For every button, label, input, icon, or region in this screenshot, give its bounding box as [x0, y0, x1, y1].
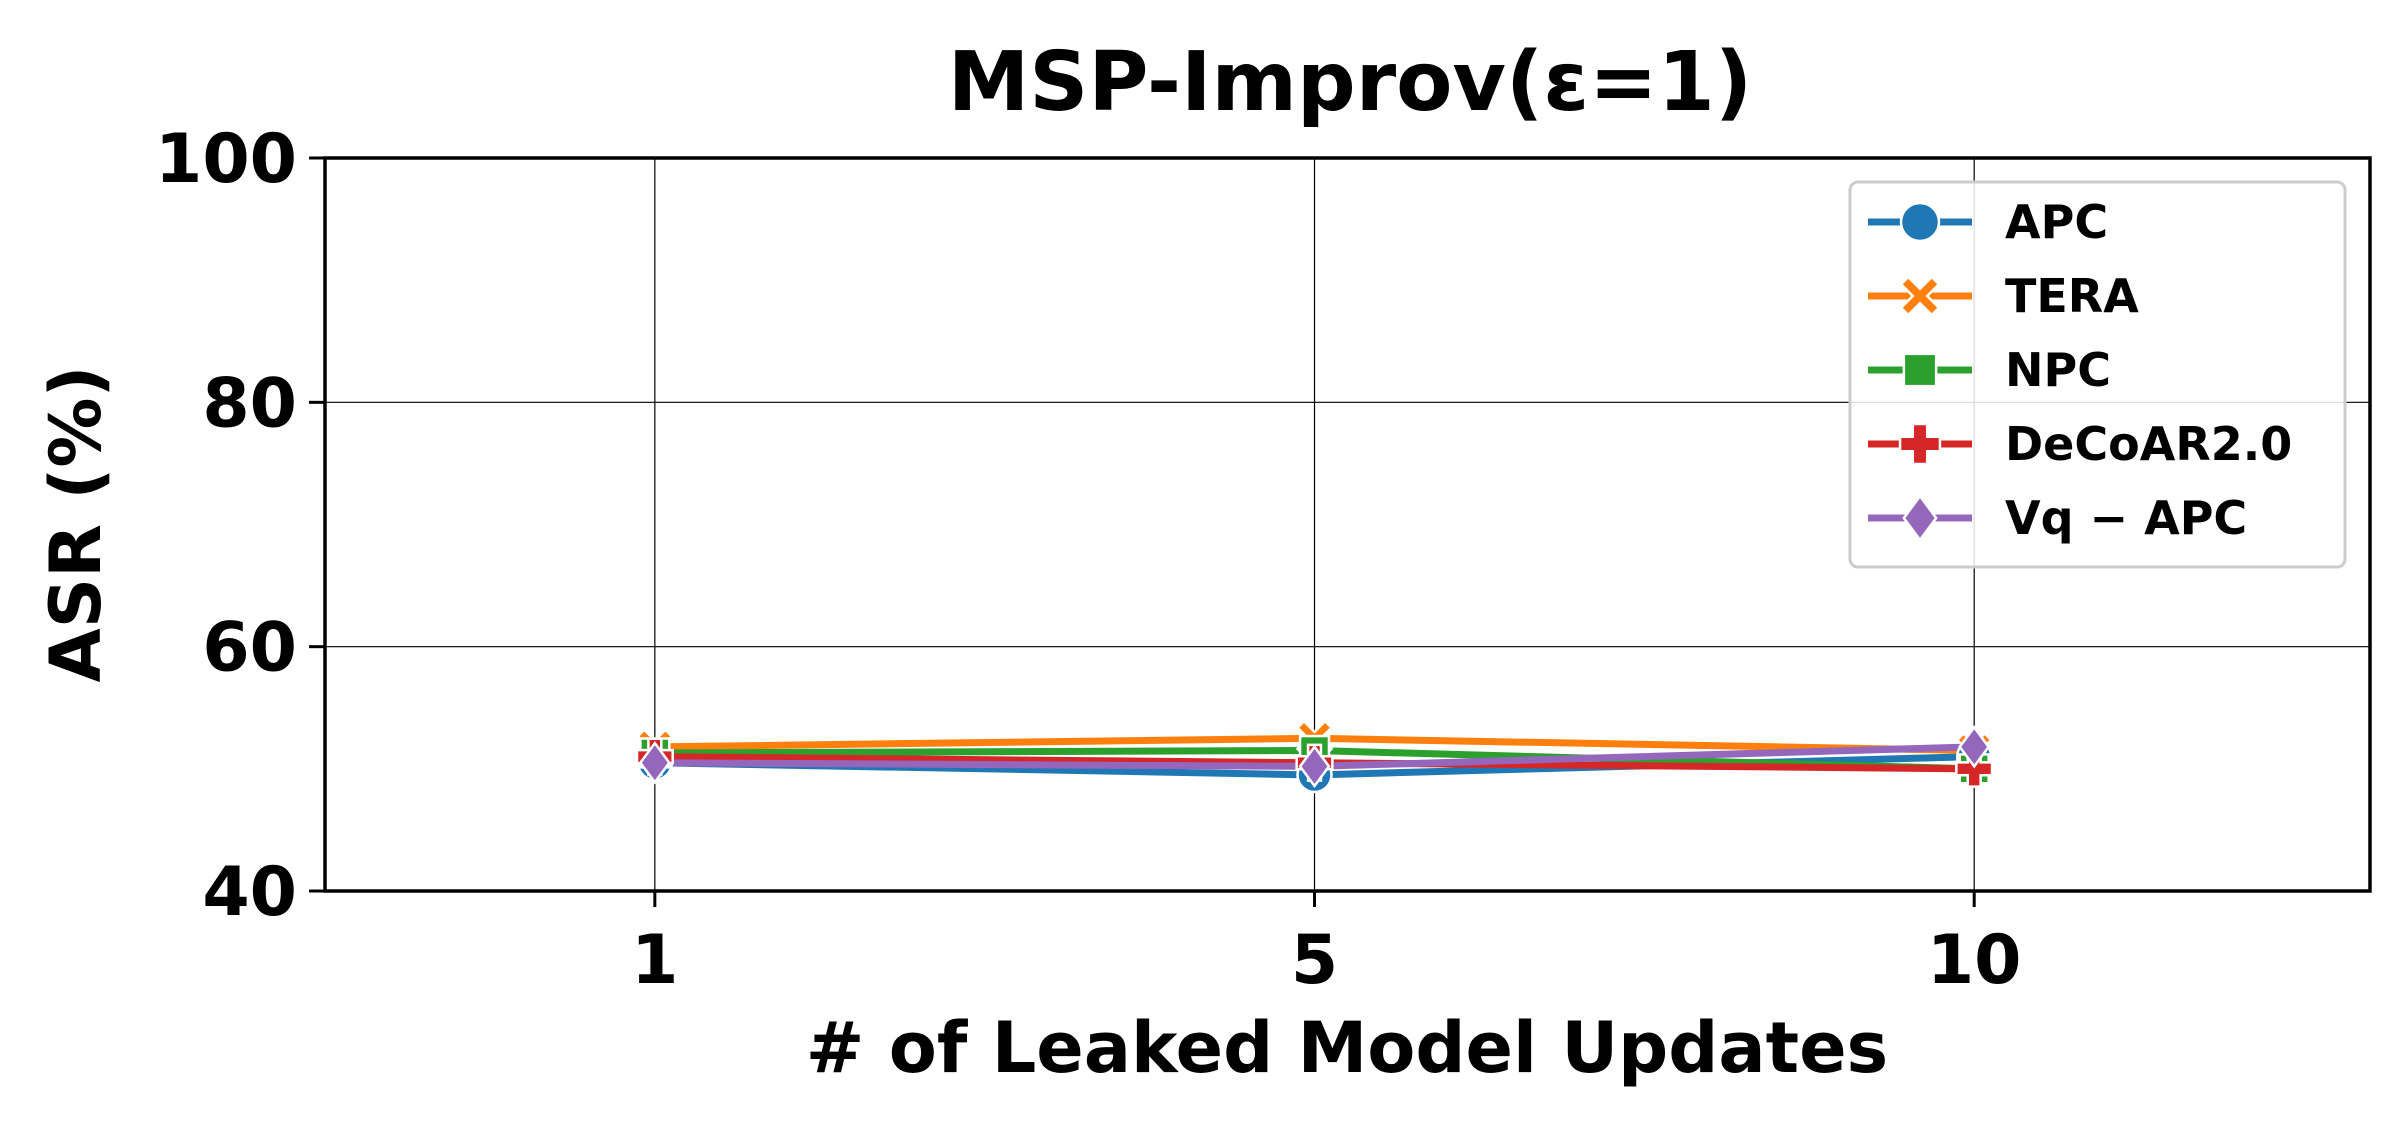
- y-tick-label: 60: [202, 609, 297, 688]
- chart-title: MSP-Improv(ε=1): [948, 35, 1753, 130]
- legend-marker-apc: [1899, 201, 1941, 243]
- y-axis-label: ASR (%): [35, 366, 117, 683]
- data-point-decoar2-0: [1955, 749, 1994, 788]
- legend-marker-tera: [1899, 275, 1941, 317]
- x-axis-label: # of Leaked Model Updates: [806, 1007, 1888, 1089]
- data-point-vq-apc: [1298, 744, 1331, 789]
- series-markers: [635, 719, 1994, 794]
- data-point-vq-apc: [638, 741, 671, 785]
- y-tick-label: 100: [155, 120, 297, 199]
- legend-marker-decoar2-0: [1898, 422, 1942, 466]
- y-tick-label: 40: [202, 853, 297, 932]
- legend-label-tera: TERA: [2005, 269, 2139, 323]
- y-axis: 40 60 80 100: [155, 120, 325, 932]
- x-tick-label: 1: [631, 921, 678, 1000]
- x-axis: 1 5 10: [631, 891, 2022, 1000]
- legend-marker-npc: [1902, 352, 1938, 388]
- legend: APC TERA NPC DeCoAR2.0 Vq − APC: [1848, 180, 2347, 569]
- legend-label-npc: NPC: [2005, 343, 2111, 397]
- plot-area-frame: [323, 156, 2372, 893]
- x-tick-label: 10: [1927, 921, 2022, 1000]
- legend-frame: [1848, 180, 2347, 569]
- data-point-vq-apc: [1958, 725, 1991, 769]
- y-tick-label: 80: [202, 364, 297, 443]
- legend-marker-vq-apc: [1902, 494, 1938, 542]
- x-tick-label: 5: [1291, 921, 1338, 1000]
- legend-label-vq-apc: Vq − APC: [2005, 491, 2247, 545]
- legend-label-apc: APC: [2005, 195, 2108, 249]
- legend-label-decoar2-0: DeCoAR2.0: [2005, 417, 2292, 471]
